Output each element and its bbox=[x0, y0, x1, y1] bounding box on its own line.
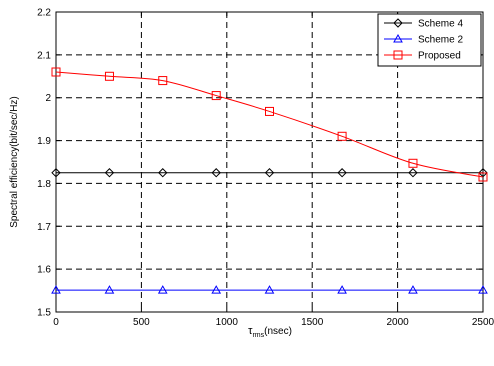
y-tick-label: 1.9 bbox=[37, 136, 51, 147]
data-point-proposed bbox=[408, 158, 418, 168]
data-point-proposed bbox=[51, 67, 61, 77]
data-point-scheme-4 bbox=[104, 168, 115, 178]
data-point-scheme-2 bbox=[478, 285, 488, 294]
plot-area-frame bbox=[55, 11, 484, 313]
data-point-scheme-2 bbox=[408, 285, 418, 294]
data-point-scheme-2 bbox=[51, 285, 61, 294]
legend-label-scheme-4: Scheme 4 bbox=[418, 19, 463, 30]
data-point-scheme-2 bbox=[337, 285, 347, 294]
y-tick-label: 2.1 bbox=[37, 50, 51, 61]
series-scheme-4 bbox=[51, 168, 488, 178]
x-axis-label-main: τ bbox=[248, 325, 253, 337]
data-point-scheme-4 bbox=[408, 168, 418, 178]
legend-label-scheme-2: Scheme 2 bbox=[418, 35, 463, 46]
data-point-proposed bbox=[211, 91, 221, 101]
series bbox=[51, 67, 488, 294]
x-tick-label: 2000 bbox=[386, 317, 409, 328]
data-point-proposed bbox=[478, 172, 488, 182]
data-point-scheme-2 bbox=[211, 285, 222, 294]
series-line-proposed bbox=[55, 71, 484, 178]
x-axis-label-sub: rms bbox=[252, 332, 264, 339]
y-tick-label: 2.2 bbox=[37, 8, 51, 19]
legend-marker-scheme-4 bbox=[393, 18, 403, 28]
series-proposed bbox=[51, 67, 488, 182]
data-point-scheme-2 bbox=[104, 285, 115, 294]
legend-label-proposed: Proposed bbox=[418, 51, 461, 62]
y-axis-label: Spectral efficiency(bit/sec/Hz) bbox=[9, 96, 20, 228]
data-point-proposed bbox=[265, 106, 274, 116]
y-tick-label: 1.6 bbox=[37, 265, 51, 276]
y-tick-label: 1.7 bbox=[37, 222, 51, 233]
data-point-proposed bbox=[158, 76, 168, 86]
data-point-scheme-4 bbox=[211, 168, 221, 178]
legend-entries: Scheme 4 Scheme 2 Proposed bbox=[384, 18, 463, 62]
data-point-scheme-2 bbox=[157, 285, 168, 294]
x-tick-label: 2500 bbox=[472, 317, 494, 328]
y-tick-label: 1.8 bbox=[37, 179, 51, 190]
legend: Scheme 4 Scheme 2 Proposed bbox=[377, 13, 482, 67]
x-tick-label: 1000 bbox=[216, 317, 239, 328]
y-tick-label: 1.5 bbox=[37, 308, 51, 319]
data-point-scheme-4 bbox=[264, 168, 275, 178]
series-scheme-2 bbox=[51, 285, 488, 294]
legend-marker-scheme-2 bbox=[393, 33, 403, 43]
x-tick-label: 1500 bbox=[301, 317, 324, 328]
data-point-proposed bbox=[337, 131, 347, 141]
data-point-scheme-4 bbox=[158, 168, 168, 178]
axis-ticks: 0 500 1000 1500 2000 2500 1.5 1.6 1.7 1.8 1.9 2 2.1 2… bbox=[37, 8, 494, 329]
data-point-scheme-2 bbox=[264, 285, 275, 294]
data-point-scheme-4 bbox=[337, 168, 347, 178]
data-point-scheme-4 bbox=[51, 168, 61, 178]
x-axis-label-unit: (nsec) bbox=[264, 326, 292, 337]
y-tick-label: 2 bbox=[45, 93, 51, 104]
x-tick-label: 0 bbox=[53, 317, 59, 328]
legend-marker-proposed bbox=[393, 50, 403, 60]
x-tick-label: 500 bbox=[133, 317, 150, 328]
data-point-proposed bbox=[104, 71, 114, 81]
x-axis-label: τrms(nsec) bbox=[248, 325, 292, 339]
